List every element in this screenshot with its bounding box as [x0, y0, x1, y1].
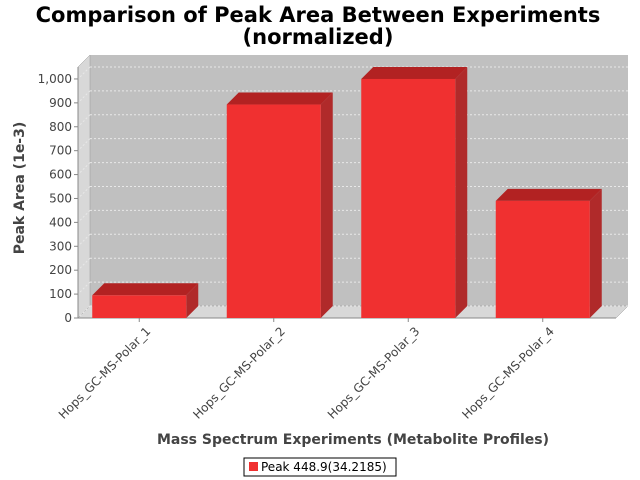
- y-tick-label: 300: [49, 239, 72, 253]
- y-tick-label: 600: [49, 168, 72, 182]
- legend: Peak 448.9(34.2185): [243, 457, 397, 477]
- gridline-side: [77, 66, 91, 80]
- x-tick-label: Hops_GC-MS-Polar_2: [190, 324, 288, 422]
- y-tick-label: 0: [64, 311, 72, 325]
- gridline-side: [77, 138, 91, 152]
- y-tick-label: 100: [49, 287, 72, 301]
- bar-side: [186, 283, 199, 318]
- gridline-side: [77, 162, 91, 175]
- chart-subtitle: (normalized): [243, 25, 394, 49]
- gridline-side: [77, 257, 91, 271]
- bar-top: [361, 66, 468, 79]
- chart-title: Comparison of Peak Area Between Experime…: [36, 3, 601, 27]
- x-tick-label: Hops_GC-MS-Polar_1: [56, 324, 154, 422]
- bar-top: [92, 283, 199, 296]
- gridline-side: [77, 305, 91, 319]
- legend-label: Peak 448.9(34.2185): [261, 460, 387, 474]
- y-tick-label: 700: [49, 144, 72, 158]
- gridline-side: [77, 114, 91, 128]
- bar: [92, 295, 187, 318]
- y-axis-label: Peak Area (1e-3): [12, 122, 28, 255]
- bar: [495, 200, 590, 318]
- y-tick-label: 500: [49, 191, 72, 205]
- x-axis-label: Mass Spectrum Experiments (Metabolite Pr…: [157, 432, 549, 448]
- gridline-side: [77, 281, 91, 295]
- y-tick-label: 800: [49, 120, 72, 134]
- bar-top: [495, 188, 602, 201]
- plot-area: 0 100 200 300 400 500 600 700 800 900 1,000 Hops_GC…: [38, 54, 629, 422]
- y-tick-label: 900: [49, 96, 72, 110]
- bar: [361, 78, 456, 318]
- y-tick-label: 200: [49, 263, 72, 277]
- plot-side-wall: [77, 54, 91, 319]
- bar: [226, 104, 321, 318]
- x-tick-label: Hops_GC-MS-Polar_4: [459, 324, 557, 422]
- x-tick-label: Hops_GC-MS-Polar_3: [325, 324, 423, 422]
- legend-swatch: [249, 462, 258, 471]
- y-tick-label: 1,000: [38, 72, 72, 86]
- legend-box: [243, 457, 397, 477]
- gridline-side: [77, 233, 91, 247]
- bar-top: [226, 92, 333, 105]
- gridline-side: [77, 90, 91, 104]
- bar-side: [589, 188, 602, 318]
- y-tick-label: 400: [49, 215, 72, 229]
- bar-side: [320, 92, 333, 318]
- gridline-side: [77, 186, 91, 199]
- gridline-side: [77, 210, 91, 223]
- bar-side: [455, 66, 468, 318]
